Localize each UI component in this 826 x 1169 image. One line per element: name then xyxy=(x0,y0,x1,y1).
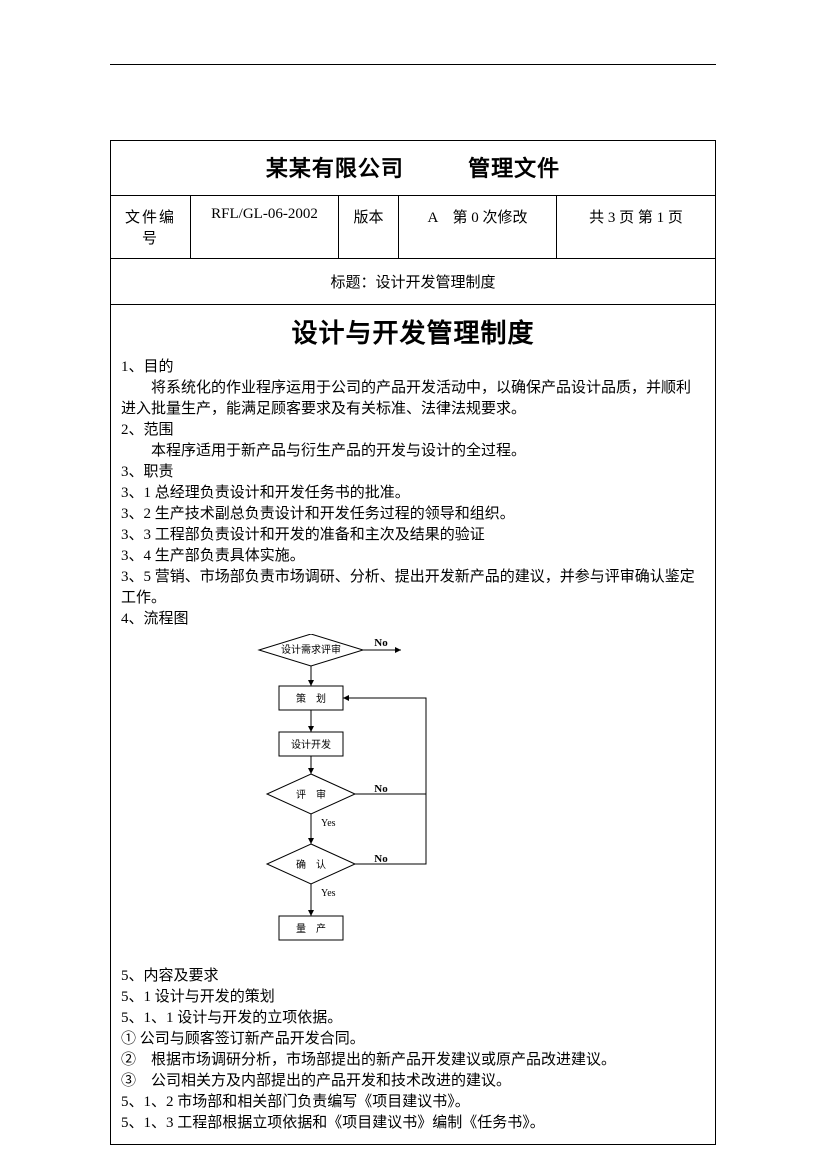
section-5-1: 5、1 设计与开发的策划 xyxy=(121,987,705,1008)
version-value: A 第 0 次修改 xyxy=(399,196,557,258)
section-3-3: 3、3 工程部负责设计和开发的准备和主次及结果的验证 xyxy=(121,525,705,546)
section-4-heading: 4、流程图 xyxy=(121,609,705,630)
section-5-1-1b: ② 根据市场调研分析，市场部提出的新产品开发建议或原产品改进建议。 xyxy=(121,1050,705,1071)
flow-node-5: 确 认 xyxy=(296,858,326,871)
header-meta-row: 文件编号 RFL/GL-06-2002 版本 A 第 0 次修改 共 3 页 第… xyxy=(111,196,715,259)
section-1-heading: 1、目的 xyxy=(121,357,705,378)
section-3-4: 3、4 生产部负责具体实施。 xyxy=(121,546,705,567)
section-5-heading: 5、内容及要求 xyxy=(121,966,705,987)
doc-no-label: 文件编号 xyxy=(111,196,191,258)
doc-category: 管理文件 xyxy=(468,156,560,181)
main-title: 设计与开发管理制度 xyxy=(121,315,705,351)
section-3-2: 3、2 生产技术副总负责设计和开发任务过程的领导和组织。 xyxy=(121,504,705,525)
version-label: 版本 xyxy=(339,196,399,258)
top-horizontal-rule xyxy=(110,64,716,65)
section-5-1-1a: ① 公司与顾客签订新产品开发合同。 xyxy=(121,1029,705,1050)
flow-no-3: No xyxy=(374,853,388,865)
section-2-heading: 2、范围 xyxy=(121,420,705,441)
flow-node-6: 量 产 xyxy=(296,922,326,935)
section-5-1-2: 5、1、2 市场部和相关部门负责编写《项目建议书》。 xyxy=(121,1092,705,1113)
section-5-1-3: 5、1、3 工程部根据立项依据和《项目建议书》编制《任务书》。 xyxy=(121,1113,705,1134)
flow-node-4: 评 审 xyxy=(296,788,326,801)
page-info: 共 3 页 第 1 页 xyxy=(557,196,715,258)
section-1-text: 将系统化的作业程序运用于公司的产品开发活动中，以确保产品设计品质，并顺利进入批量… xyxy=(121,378,705,420)
flow-node-1: 设计需求评审 xyxy=(281,643,341,656)
section-3-5: 3、5 营销、市场部负责市场调研、分析、提出开发新产品的建议，并参与评审确认鉴定… xyxy=(121,567,705,609)
flow-no-2: No xyxy=(374,783,388,795)
section-3-heading: 3、职责 xyxy=(121,462,705,483)
flow-yes-2: Yes xyxy=(321,888,336,899)
doc-no-value: RFL/GL-06-2002 xyxy=(191,196,339,258)
section-5-1-1: 5、1、1 设计与开发的立项依据。 xyxy=(121,1008,705,1029)
flowchart: 设计需求评审 No 策 划 设计开发 评 审 No Ye xyxy=(231,634,471,964)
document-frame: 某某有限公司 管理文件 文件编号 RFL/GL-06-2002 版本 A 第 0… xyxy=(110,140,716,1145)
section-5-1-1c: ③ 公司相关方及内部提出的产品开发和技术改进的建议。 xyxy=(121,1071,705,1092)
company-name: 某某有限公司 xyxy=(266,156,404,181)
section-2-text: 本程序适用于新产品与衍生产品的开发与设计的全过程。 xyxy=(121,441,705,462)
flow-yes-1: Yes xyxy=(321,818,336,829)
document-body: 设计与开发管理制度 1、目的 将系统化的作业程序运用于公司的产品开发活动中，以确… xyxy=(111,305,715,1144)
flow-node-3: 设计开发 xyxy=(291,738,331,751)
flow-node-2: 策 划 xyxy=(296,692,326,705)
header-company-row: 某某有限公司 管理文件 xyxy=(111,141,715,196)
title-row: 标题：设计开发管理制度 xyxy=(111,259,715,305)
section-3-1: 3、1 总经理负责设计和开发任务书的批准。 xyxy=(121,483,705,504)
flow-no-1: No xyxy=(374,637,388,649)
